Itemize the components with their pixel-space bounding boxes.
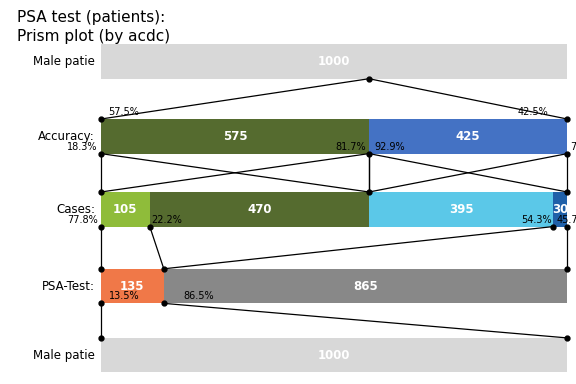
Text: 92.9%: 92.9% — [375, 142, 406, 152]
Text: PSA-Test:: PSA-Test: — [42, 280, 95, 293]
Bar — [150, 192, 369, 227]
Text: 575: 575 — [222, 130, 247, 143]
Text: 135: 135 — [120, 280, 145, 293]
Text: 81.7%: 81.7% — [336, 142, 366, 152]
Text: 77.8%: 77.8% — [67, 215, 98, 225]
Text: 7.1%: 7.1% — [570, 142, 576, 152]
Text: Male patie: Male patie — [33, 55, 95, 68]
Text: 86.5%: 86.5% — [183, 291, 214, 301]
Text: Prism plot (by acdc): Prism plot (by acdc) — [17, 29, 170, 44]
Text: 45.7%: 45.7% — [556, 215, 576, 225]
Bar — [101, 269, 164, 303]
Bar — [164, 269, 567, 303]
Text: 1000: 1000 — [318, 349, 350, 362]
Text: 54.3%: 54.3% — [522, 215, 552, 225]
Text: 42.5%: 42.5% — [517, 107, 548, 117]
Text: Male patie: Male patie — [33, 349, 95, 362]
Text: 30: 30 — [552, 203, 569, 216]
Bar — [554, 192, 567, 227]
Bar — [101, 338, 567, 372]
Text: 22.2%: 22.2% — [151, 215, 182, 225]
Text: 395: 395 — [449, 203, 473, 216]
Text: 865: 865 — [353, 280, 378, 293]
Text: Accuracy:: Accuracy: — [38, 130, 95, 143]
Bar — [369, 192, 554, 227]
Text: 1000: 1000 — [318, 55, 350, 68]
Text: 105: 105 — [113, 203, 138, 216]
Text: 18.3%: 18.3% — [67, 142, 98, 152]
Text: 13.5%: 13.5% — [108, 291, 139, 301]
Bar — [101, 119, 369, 154]
Text: 57.5%: 57.5% — [108, 107, 139, 117]
Text: PSA test (patients):: PSA test (patients): — [17, 10, 165, 25]
Text: 470: 470 — [247, 203, 272, 216]
Bar — [369, 119, 567, 154]
Text: Cases:: Cases: — [56, 203, 95, 216]
Bar — [101, 192, 150, 227]
Bar — [101, 44, 567, 79]
Text: 425: 425 — [456, 130, 480, 143]
